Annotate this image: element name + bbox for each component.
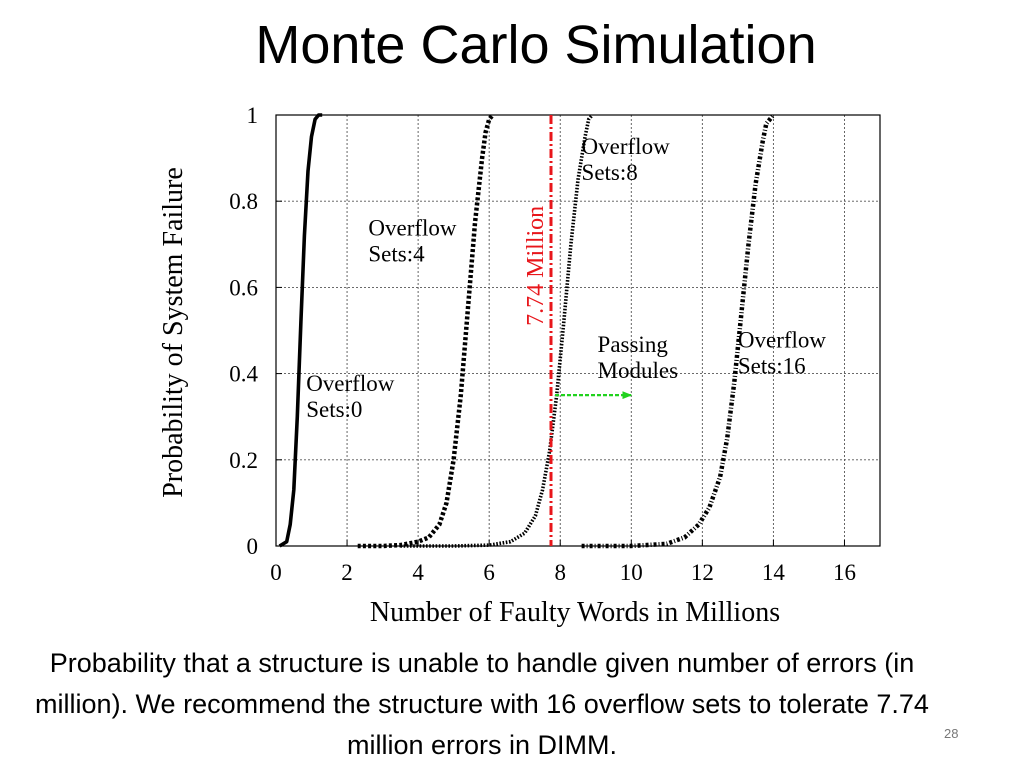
x-tick-label: 14: [762, 560, 786, 585]
passing-modules-label: Passing: [598, 332, 669, 357]
y-axis-title: Probability of System Failure: [158, 167, 189, 498]
series-label: Overflow: [368, 216, 457, 241]
axes: 0 2 4 6 8 10 12 14 16 0 0.2 0.4 0.6 0.8 1 Number of Fau…: [158, 103, 881, 628]
series-label: Sets:0: [306, 397, 362, 422]
x-tick-label: 10: [620, 560, 643, 585]
series-label: Overflow: [306, 371, 395, 396]
x-tick-label: 12: [691, 560, 714, 585]
y-tick-label: 0.6: [229, 275, 258, 300]
threshold-label: 7.74 Million: [523, 206, 549, 326]
x-tick-label: 16: [833, 560, 856, 585]
x-tick-label: 6: [483, 560, 495, 585]
series-label: Sets:4: [368, 242, 425, 267]
slide-title: Monte Carlo Simulation: [255, 15, 817, 75]
passing-modules-label: Modules: [598, 358, 679, 383]
x-tick-label: 2: [341, 560, 353, 585]
y-tick-label: 0.8: [229, 189, 258, 214]
series-label: Overflow: [582, 134, 671, 159]
series-label: Sets:16: [738, 354, 806, 379]
x-tick-label: 8: [554, 560, 566, 585]
series-line-overflow-sets-4: [357, 113, 495, 549]
x-tick-label: 4: [412, 560, 424, 585]
series-line-overflow-sets-0: [278, 113, 323, 548]
series-line-overflow-sets-8: [400, 113, 594, 548]
series-label: Sets:8: [582, 160, 638, 185]
x-axis-title: Number of Faulty Words in Millions: [370, 597, 780, 628]
slide-number: 28: [944, 726, 959, 741]
failure-probability-chart: 0 2 4 6 8 10 12 14 16 0 0.2 0.4 0.6 0.8 1 Number of Fau…: [158, 103, 881, 628]
series-label: Overflow: [738, 328, 827, 353]
y-tick-label: 1: [247, 103, 259, 128]
y-tick-label: 0: [247, 534, 259, 559]
grid-lines: [276, 115, 880, 546]
y-tick-label: 0.4: [229, 362, 258, 387]
y-tick-label: 0.2: [229, 448, 258, 473]
series-lines: [278, 113, 776, 549]
x-tick-label: 0: [270, 560, 282, 585]
slide-caption: Probability that a structure is unable t…: [35, 648, 929, 760]
labels: OverflowSets:0OverflowSets:4OverflowSets…: [306, 134, 826, 422]
plot-frame: [275, 114, 881, 547]
